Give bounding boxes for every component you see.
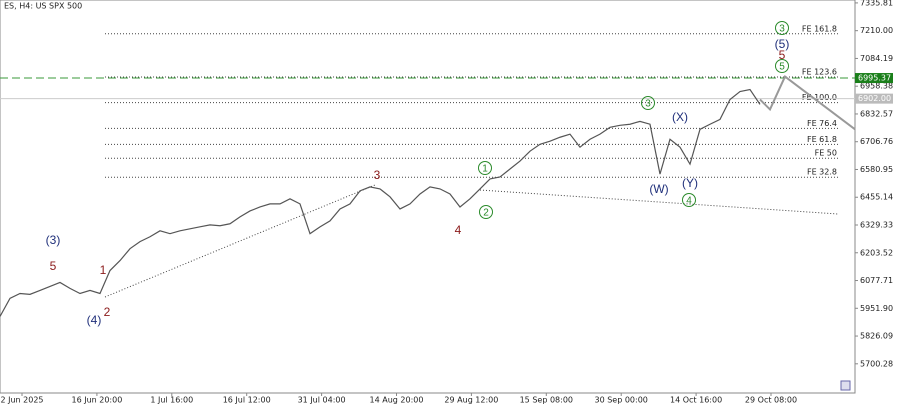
wave-label: (3) [46,233,61,247]
wave-circle [478,161,492,175]
x-tick-label: 31 Jul 04:00 [298,396,346,405]
y-tick-label: 7084.19 [860,54,893,63]
wave-label: (Y) [682,176,698,190]
wave-label: 5 [779,62,785,73]
y-tick-label: 7210.00 [860,26,893,35]
price-label: 6995.37 [858,74,891,83]
wave-label: 4 [455,223,462,237]
y-tick-label: 6580.95 [860,165,893,174]
wave-label: 3 [645,99,651,110]
y-tick-label: 6329.33 [860,221,893,230]
trend-line [104,184,376,298]
x-tick-label: 30 Sep 00:00 [594,396,647,405]
chart-title: ES, H4: US SPX 500 [4,2,82,11]
wave-circle [775,21,789,35]
wave-circle [682,193,696,207]
y-tick-label: 6077.71 [860,276,893,285]
corner-button[interactable] [840,380,851,391]
wave-circle [775,59,789,73]
wave-label: (4) [87,313,102,327]
y-tick-label: 6706.76 [860,137,893,146]
x-tick-label: 29 Aug 12:00 [444,396,498,405]
plot-frame [0,0,856,394]
x-tick-label: 16 Jul 12:00 [223,396,271,405]
x-tick-label: 14 Aug 20:00 [370,396,424,405]
wave-label: 1 [100,263,107,277]
y-tick-label: 6832.57 [860,109,893,118]
wave-label: 2 [104,305,111,319]
x-tick-label: 29 Oct 08:00 [745,396,797,405]
y-tick-label: 5951.90 [860,304,893,313]
x-tick-label: 2 Jun 2025 [0,396,43,405]
price-line [0,88,761,317]
y-tick-label: 7335.81 [860,0,893,7]
fe-label: FE 50 [815,149,837,158]
wave-label: 4 [686,196,692,207]
fe-label: FE 161.8 [802,24,837,33]
wave-circle [479,205,493,219]
fe-label: FE 61.8 [807,135,837,144]
fe-label: FE 32.8 [807,168,837,177]
x-tick-label: 14 Oct 16:00 [670,396,722,405]
x-tick-label: 16 Jun 20:00 [71,396,122,405]
y-tick-label: 6455.14 [860,193,893,202]
wave-label: (5) [775,37,790,51]
y-tick-label: 6203.52 [860,248,893,257]
x-tick-label: 1 Jul 16:00 [150,396,193,405]
wave-label: (W) [649,182,668,196]
price-box [855,93,893,104]
wave-label: (X) [672,110,688,124]
projection [759,75,856,131]
wave-label: 2 [483,208,489,219]
wave-label: 3 [779,24,785,35]
y-tick-label: 5826.09 [860,332,893,341]
wave-circle [641,96,655,110]
wave-label: 5 [50,259,57,273]
wave-label: 3 [374,168,381,182]
price-box [855,73,893,84]
x-tick-label: 15 Sep 08:00 [520,396,573,405]
price-label: 6902.00 [858,94,891,103]
y-tick-label: 5700.28 [860,359,893,368]
fe-label: FE 123.6 [802,68,837,77]
wave-label: 1 [482,164,488,175]
wave-label: 5 [779,48,786,62]
y-tick-label: 6958.38 [860,82,893,91]
fe-label: FE 76.4 [807,119,837,128]
fe-label: FE 100.0 [802,93,837,102]
